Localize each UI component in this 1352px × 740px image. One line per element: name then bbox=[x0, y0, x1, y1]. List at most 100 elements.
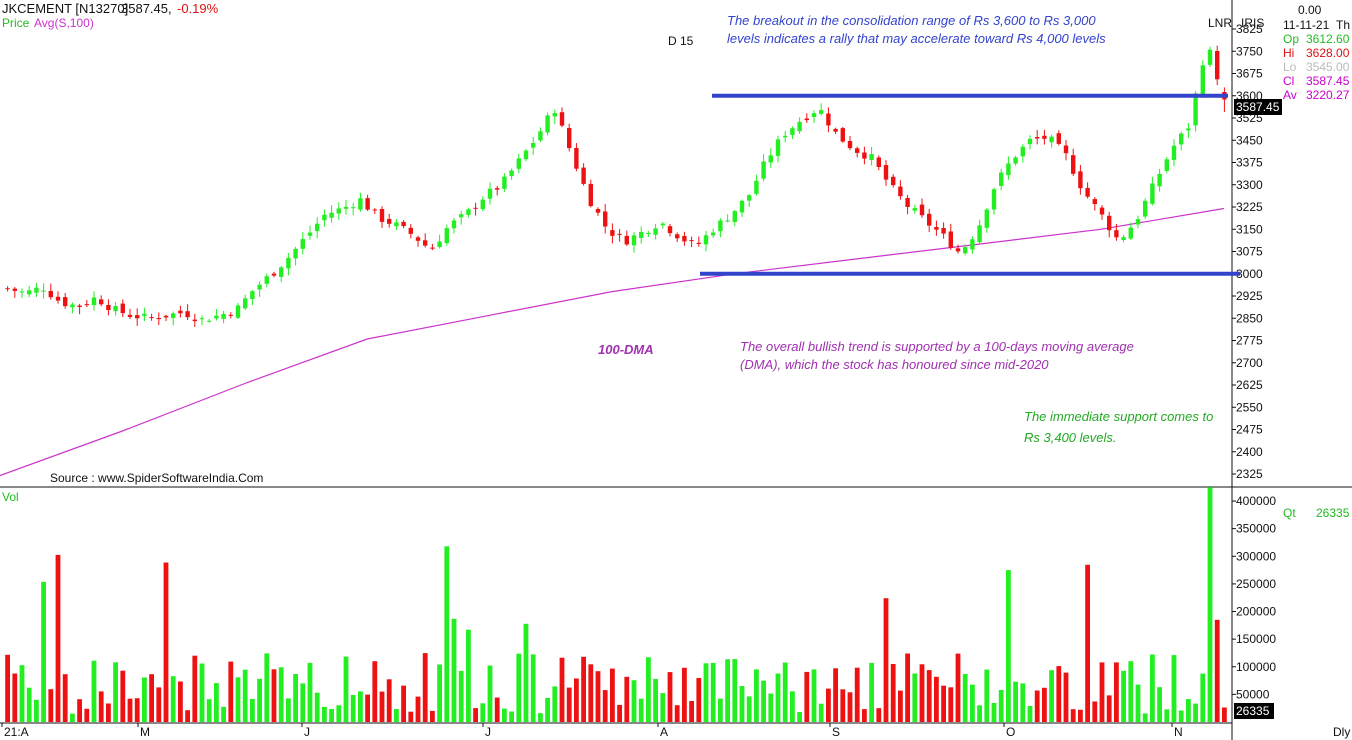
volume-bar bbox=[307, 662, 313, 722]
volume-bar bbox=[948, 687, 954, 722]
volume-bar bbox=[898, 690, 903, 722]
volume-bar bbox=[667, 672, 673, 722]
volume-bar bbox=[1214, 619, 1220, 722]
candle-body bbox=[34, 287, 39, 293]
volume-bar bbox=[458, 670, 464, 722]
candle-body bbox=[279, 267, 284, 277]
volume-bar bbox=[1106, 695, 1112, 722]
volume-bar bbox=[278, 667, 284, 722]
volume-bar bbox=[602, 690, 608, 722]
candle-body bbox=[1099, 207, 1105, 215]
candle-body bbox=[840, 128, 845, 142]
volume-bar bbox=[710, 662, 716, 722]
volume-bar bbox=[242, 669, 248, 722]
volume-bar bbox=[1042, 687, 1047, 722]
volume-bar bbox=[142, 677, 147, 722]
price-tick-label: 3225 bbox=[1236, 200, 1263, 214]
info-open-key: Op bbox=[1283, 32, 1300, 46]
candle-body bbox=[919, 204, 925, 216]
volume-bar bbox=[178, 681, 183, 722]
candle-body bbox=[1121, 237, 1126, 240]
volume-bar bbox=[768, 693, 774, 722]
candle-body bbox=[948, 231, 953, 248]
candle-body bbox=[617, 233, 622, 235]
volume-bar bbox=[329, 709, 334, 722]
candle-body bbox=[1135, 219, 1141, 225]
volume-bar bbox=[847, 692, 853, 722]
volume-bar bbox=[682, 667, 687, 722]
volume-bar bbox=[696, 678, 702, 722]
volume-bar bbox=[1178, 710, 1184, 722]
qt-value: 26335 bbox=[1316, 506, 1350, 520]
candle-body bbox=[1186, 128, 1191, 131]
volume-bar bbox=[746, 696, 752, 722]
volume-bar bbox=[77, 699, 82, 722]
candle-body bbox=[415, 237, 421, 241]
candle-body bbox=[905, 198, 910, 207]
candle-body bbox=[502, 176, 507, 189]
price-tick-label: 2850 bbox=[1236, 311, 1263, 325]
candle-body bbox=[192, 319, 197, 322]
candle-body bbox=[696, 242, 701, 244]
candle-body bbox=[1020, 146, 1025, 157]
volume-bar bbox=[998, 690, 1004, 722]
candle-body bbox=[185, 311, 190, 318]
candle-body bbox=[113, 306, 118, 312]
volume-bar bbox=[1150, 654, 1155, 722]
volume-bar bbox=[588, 664, 594, 722]
volume-bar bbox=[689, 701, 694, 722]
candle-body bbox=[171, 313, 176, 318]
last-price: 3587.45, bbox=[121, 1, 172, 16]
volume-bar bbox=[574, 678, 579, 722]
candle-body bbox=[120, 303, 125, 313]
volume-bar bbox=[962, 674, 968, 722]
candle-body bbox=[351, 207, 356, 209]
volume-bar bbox=[1114, 662, 1119, 722]
candle-body bbox=[379, 209, 385, 222]
volume-bar bbox=[322, 706, 327, 722]
candle-body bbox=[1027, 138, 1033, 145]
volume-bar bbox=[444, 546, 450, 722]
volume-bar bbox=[905, 653, 910, 722]
candle-body bbox=[631, 235, 637, 246]
dma-label: 100-DMA bbox=[598, 342, 654, 357]
support-annotation-line2: Rs 3,400 levels. bbox=[1024, 430, 1117, 445]
info-close-value: 3587.45 bbox=[1306, 74, 1350, 88]
volume-bar bbox=[1193, 703, 1198, 722]
volume-bar bbox=[595, 671, 601, 722]
volume-bar bbox=[876, 708, 882, 722]
volume-bar bbox=[674, 705, 680, 722]
candle-body bbox=[1157, 173, 1162, 187]
volume-bar bbox=[494, 697, 500, 722]
volume-bar bbox=[862, 709, 867, 722]
volume-bar bbox=[840, 689, 846, 722]
volume-bar bbox=[113, 662, 118, 722]
candle-body bbox=[19, 291, 25, 293]
candle-body bbox=[891, 176, 896, 186]
candle-body bbox=[739, 200, 745, 213]
candle-body bbox=[300, 239, 305, 249]
candle-body bbox=[365, 198, 370, 210]
volume-bar bbox=[480, 703, 486, 722]
info-low-value: 3545.00 bbox=[1306, 60, 1350, 74]
volume-bar bbox=[1070, 709, 1076, 722]
volume-bar bbox=[739, 686, 745, 722]
d15-label: D 15 bbox=[668, 34, 694, 48]
volume-bar bbox=[48, 689, 54, 722]
volume-bar bbox=[826, 688, 831, 722]
volume-bar bbox=[530, 654, 536, 722]
candle-body bbox=[149, 317, 154, 319]
volume-bar bbox=[257, 678, 262, 722]
volume-bar bbox=[300, 683, 306, 722]
candle-body bbox=[1171, 145, 1177, 160]
volume-bar bbox=[818, 703, 824, 722]
candle-body bbox=[156, 318, 161, 320]
time-tick-label: N bbox=[1174, 725, 1183, 739]
volume-bar bbox=[84, 708, 90, 722]
candle-body bbox=[984, 209, 989, 228]
price-tick-label: 2775 bbox=[1236, 334, 1263, 348]
volume-bar bbox=[192, 655, 198, 722]
candle-body bbox=[516, 158, 521, 169]
candle-body bbox=[41, 290, 46, 292]
